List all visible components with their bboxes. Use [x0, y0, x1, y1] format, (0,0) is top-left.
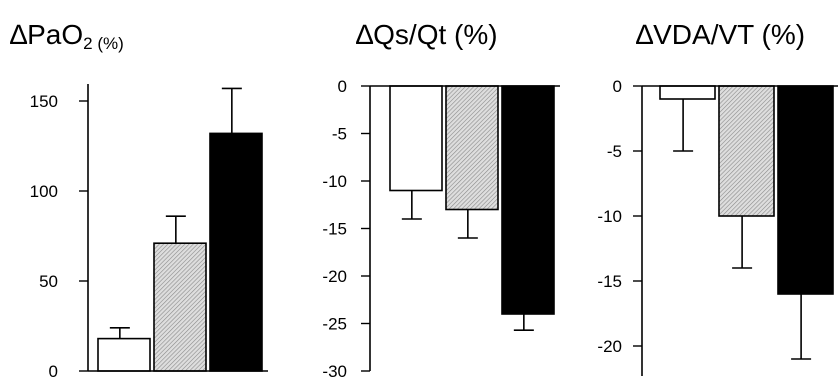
y-tick-label: 150: [30, 92, 58, 111]
chart-title-pao2: ∆PaO2 (%): [10, 19, 124, 53]
bar: [97, 337, 151, 372]
bar: [777, 85, 834, 295]
chart-title-qsqt: ∆Qs/Qt (%): [356, 19, 498, 50]
y-axis-ticks-pao2: 0 50 100 150: [30, 92, 88, 381]
y-tick-label: -5: [332, 125, 347, 144]
y-axis-ticks-vdavt: 0 -5 -10 -15 -20: [597, 77, 642, 356]
y-tick-label: 0: [49, 362, 58, 381]
y-axis-ticks-qsqt: 0 -5 -10 -15 -20 -25 -30: [322, 77, 370, 381]
bar: [389, 85, 443, 192]
bars-vdavt: [659, 85, 834, 360]
bars-pao2: [97, 87, 263, 372]
chart-title-vdavt: ∆VDA/VT (%): [636, 19, 805, 50]
y-tick-label: 100: [30, 182, 58, 201]
bar: [209, 132, 263, 372]
y-tick-label: -20: [322, 267, 347, 286]
y-tick-label: -10: [597, 207, 622, 226]
y-tick-label: 0: [613, 77, 622, 96]
bars-qsqt: [389, 85, 555, 331]
y-tick-label: -20: [597, 337, 622, 356]
y-tick-label: -15: [322, 220, 347, 239]
y-tick-label: -25: [322, 315, 347, 334]
y-tick-label: 50: [39, 272, 58, 291]
y-tick-label: -5: [607, 142, 622, 161]
panel-qsqt: ∆Qs/Qt (%) 0 -5 -10 -15 -20 -25 -30: [322, 19, 560, 381]
y-tick-label: -10: [322, 172, 347, 191]
bar: [718, 85, 775, 217]
panel-vdavt: ∆VDA/VT (%) 0 -5 -10 -15 -20: [597, 19, 838, 376]
bar: [659, 85, 716, 100]
bar: [445, 85, 499, 211]
y-tick-label: 0: [338, 77, 347, 96]
bar: [153, 242, 207, 372]
bar: [501, 85, 555, 315]
panel-pao2: ∆PaO2 (%) 0 50 100 150: [10, 19, 268, 381]
y-tick-label: -15: [597, 272, 622, 291]
y-tick-label: -30: [322, 362, 347, 381]
